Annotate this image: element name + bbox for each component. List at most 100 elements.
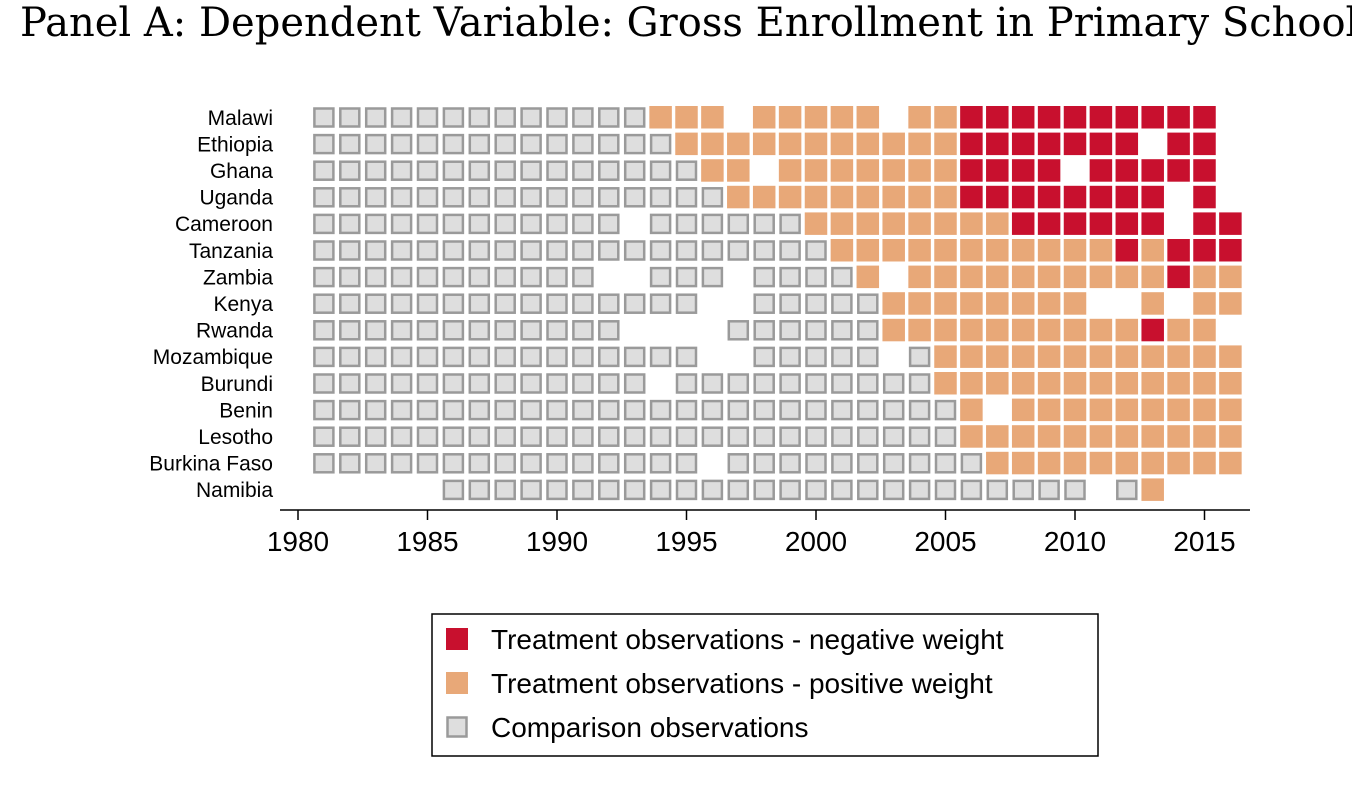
positive-weight-cell bbox=[960, 398, 983, 422]
heatmap-row-kenya: Kenya bbox=[213, 292, 1242, 316]
comparison-cell bbox=[494, 320, 516, 341]
comparison-cell bbox=[701, 426, 724, 447]
positive-weight-cell bbox=[701, 132, 724, 156]
positive-weight-cell bbox=[1193, 265, 1216, 289]
legend-swatch-positive bbox=[446, 672, 468, 694]
positive-weight-cell bbox=[804, 159, 828, 182]
positive-weight-cell bbox=[882, 159, 905, 182]
comparison-cell bbox=[364, 373, 387, 394]
positive-weight-cell bbox=[649, 106, 672, 129]
heatmap-row-burkina-faso: Burkina Faso bbox=[149, 451, 1242, 476]
comparison-cell bbox=[960, 479, 983, 501]
positive-weight-cell bbox=[1089, 265, 1113, 289]
negative-weight-cell bbox=[986, 106, 1009, 129]
comparison-cell bbox=[468, 187, 491, 208]
comparison-cell bbox=[442, 453, 465, 474]
comparison-cell bbox=[546, 266, 568, 288]
positive-weight-cell bbox=[908, 292, 931, 315]
comparison-cell bbox=[753, 320, 775, 341]
comparison-cell bbox=[572, 320, 594, 341]
heatmap-row-ghana: Ghana bbox=[210, 159, 1216, 183]
row-label: Burundi bbox=[201, 373, 273, 396]
comparison-cell bbox=[494, 453, 516, 474]
positive-weight-cell bbox=[1063, 265, 1087, 289]
comparison-cell bbox=[623, 479, 646, 501]
comparison-cell bbox=[831, 293, 853, 314]
positive-weight-cell bbox=[960, 265, 983, 289]
comparison-cell bbox=[727, 320, 750, 341]
positive-weight-cell bbox=[934, 239, 957, 262]
comparison-cell bbox=[598, 133, 620, 155]
comparison-cell bbox=[572, 373, 594, 394]
legend-swatch-comparison bbox=[446, 716, 468, 738]
positive-weight-cell bbox=[701, 159, 724, 182]
comparison-cell bbox=[546, 479, 568, 501]
positive-weight-cell bbox=[1011, 292, 1035, 315]
comparison-cell bbox=[390, 160, 413, 181]
comparison-cell bbox=[442, 293, 465, 314]
comparison-cell bbox=[779, 373, 801, 394]
comparison-cell bbox=[546, 160, 568, 181]
comparison-cell bbox=[649, 240, 672, 261]
comparison-cell bbox=[675, 213, 698, 235]
comparison-cell bbox=[313, 213, 335, 235]
comparison-cell bbox=[908, 426, 931, 447]
negative-weight-cell bbox=[1115, 106, 1139, 129]
positive-weight-cell bbox=[675, 106, 698, 129]
negative-weight-cell bbox=[1167, 265, 1190, 289]
positive-weight-cell bbox=[960, 239, 983, 262]
comparison-cell bbox=[339, 373, 361, 394]
comparison-cell bbox=[753, 266, 775, 288]
comparison-cell bbox=[520, 160, 542, 181]
comparison-cell bbox=[831, 453, 853, 474]
positive-weight-cell bbox=[1089, 398, 1113, 422]
comparison-cell bbox=[779, 479, 801, 501]
comparison-cell bbox=[364, 346, 387, 368]
x-tick-label: 2000 bbox=[785, 526, 847, 557]
positive-weight-cell bbox=[1167, 425, 1190, 448]
comparison-cell bbox=[364, 133, 387, 155]
positive-weight-cell bbox=[882, 132, 905, 156]
comparison-cell bbox=[805, 320, 827, 341]
comparison-cell bbox=[390, 293, 413, 314]
positive-weight-cell bbox=[1141, 478, 1164, 501]
positive-weight-cell bbox=[1115, 345, 1139, 368]
heatmap-row-uganda: Uganda bbox=[199, 185, 1216, 210]
comparison-cell bbox=[598, 373, 620, 394]
comparison-cell bbox=[623, 453, 646, 474]
comparison-cell bbox=[442, 107, 465, 128]
comparison-cell bbox=[520, 213, 542, 235]
positive-weight-cell bbox=[986, 265, 1009, 289]
comparison-cell bbox=[390, 320, 413, 341]
comparison-cell bbox=[701, 266, 724, 288]
positive-weight-cell bbox=[986, 212, 1009, 235]
comparison-cell bbox=[857, 453, 879, 474]
comparison-cell bbox=[442, 213, 465, 235]
comparison-cell bbox=[598, 187, 620, 208]
comparison-cell bbox=[339, 213, 361, 235]
comparison-cell bbox=[442, 346, 465, 368]
comparison-cell bbox=[313, 399, 335, 421]
negative-weight-cell bbox=[1193, 132, 1216, 156]
positive-weight-cell bbox=[1141, 398, 1164, 422]
comparison-cell bbox=[623, 133, 646, 155]
positive-weight-cell bbox=[1115, 318, 1139, 342]
heatmap-row-lesotho: Lesotho bbox=[198, 425, 1242, 449]
positive-weight-cell bbox=[934, 159, 957, 182]
row-label: Lesotho bbox=[198, 426, 273, 449]
negative-weight-cell bbox=[1219, 212, 1242, 235]
positive-weight-cell bbox=[1219, 265, 1242, 289]
comparison-cell bbox=[494, 346, 516, 368]
positive-weight-cell bbox=[1011, 345, 1035, 368]
row-label: Rwanda bbox=[196, 320, 273, 343]
negative-weight-cell bbox=[1063, 106, 1087, 129]
negative-weight-cell bbox=[1115, 212, 1139, 235]
positive-weight-cell bbox=[804, 132, 828, 156]
heatmap-row-mozambique: Mozambique bbox=[153, 345, 1242, 369]
comparison-cell bbox=[494, 213, 516, 235]
comparison-cell bbox=[364, 107, 387, 128]
legend-label: Comparison observations bbox=[491, 712, 809, 743]
comparison-cell bbox=[520, 240, 542, 261]
comparison-cell bbox=[779, 453, 801, 474]
comparison-cell bbox=[468, 266, 491, 288]
